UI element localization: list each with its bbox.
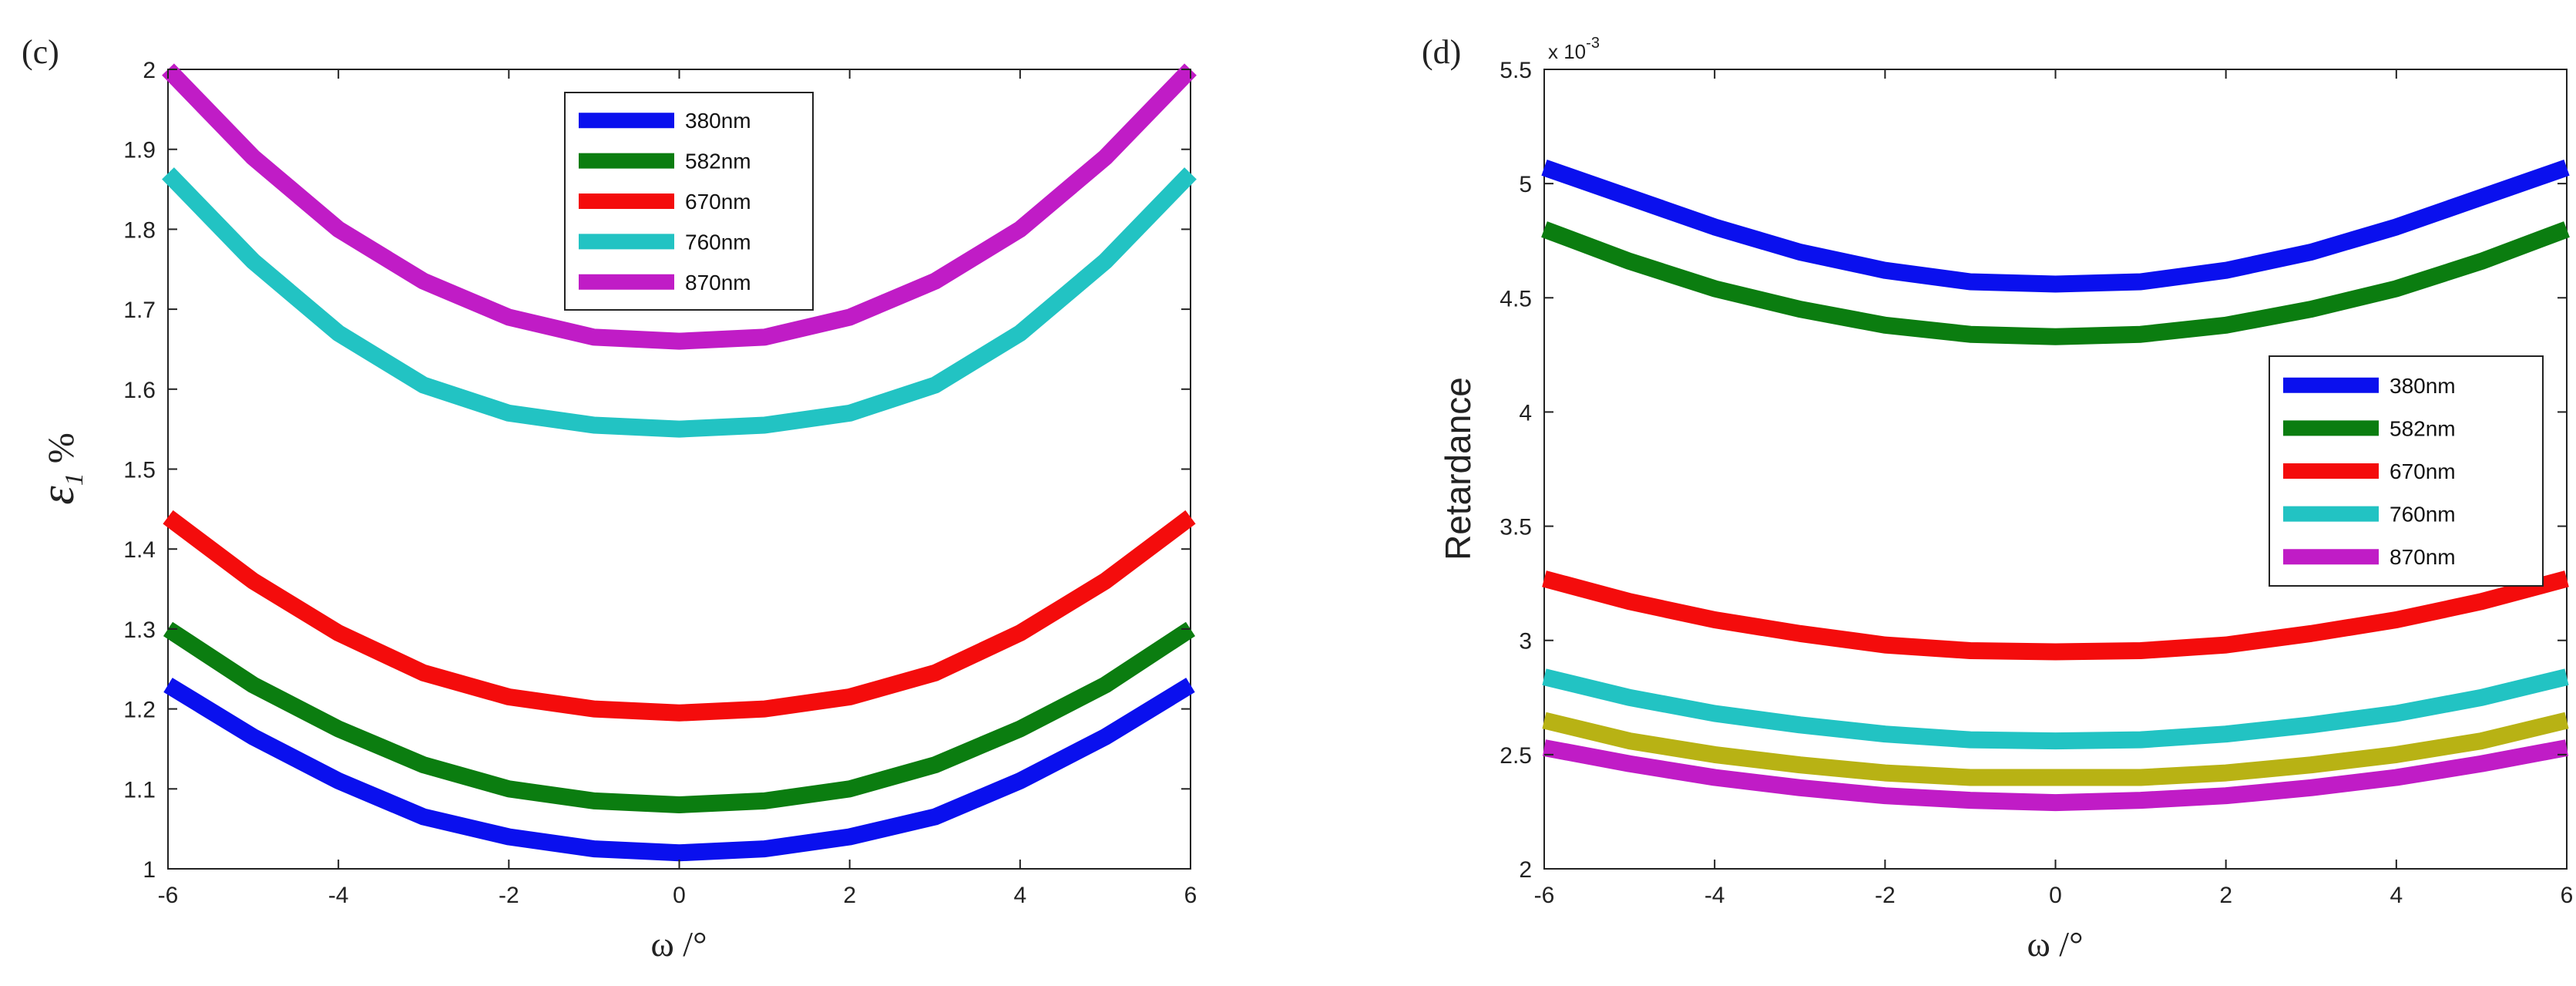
series-line-870nm [1542,739,2569,812]
legend-label-670nm: 670nm [685,190,751,214]
legend-label-380nm: 380nm [2390,374,2456,398]
y-tick-label: 1.9 [123,138,156,163]
legend-label-582nm: 582nm [685,150,751,173]
x-tick-label: 0 [2049,883,2062,908]
series-line-870nm [162,63,1197,350]
legend: 380nm 582nm 670nm 760nm 870nm [564,92,814,311]
x-tick-label: -4 [328,883,349,908]
series-line-582nm [1541,221,2570,345]
y-tick-label: 2 [1519,857,1532,883]
x-tick-label: 4 [1013,883,1026,908]
y-axis-multiplier: x 10-3 [1548,35,1600,63]
chart-panel-d: -6 -4 -2 0 2 4 6 2 2.5 3 3.5 4 4.5 5 5.5 (d) ω /° Retarda… [1422,33,2573,964]
series-line-582nm [163,621,1196,813]
y-tick-label: 2.5 [1500,743,1532,769]
y-tick-label: 1.5 [123,458,156,483]
series-line-760nm [1542,668,2569,750]
y-tick-label: 5 [1519,172,1532,197]
x-axis-label: ω /° [651,924,707,964]
y-tick-label: 1.6 [123,378,156,403]
x-tick-label: -6 [1534,883,1555,908]
series-line-380nm [1541,160,2570,293]
y-tick-label: 4.5 [1500,286,1532,311]
x-tick-label: -2 [1875,883,1896,908]
y-tick-label: 4 [1519,400,1532,426]
series-line-670nm [163,510,1196,722]
series-line-760nm [162,167,1197,438]
panel-label: (d) [1422,33,1461,71]
x-tick-label: 6 [2561,883,2574,908]
y-tick-label: 1.4 [123,537,156,563]
series-line-unlabeled-5 [1542,712,2569,786]
legend-label-670nm: 670nm [2390,459,2456,483]
x-tick-label: -2 [499,883,519,908]
series-line-380nm [163,678,1195,862]
x-tick-label: -6 [158,883,179,908]
legend-label-380nm: 380nm [685,109,751,133]
legend-label-760nm: 760nm [685,230,751,254]
x-axis-label: ω /° [2027,924,2084,964]
x-tick-label: 2 [2219,883,2232,908]
x-tick-label: -4 [1704,883,1725,908]
y-tick-label: 1 [143,857,156,883]
legend-label-870nm: 870nm [2390,545,2456,569]
y-tick-label: 1.8 [123,217,156,243]
y-tick-label: 1.3 [123,618,156,643]
y-tick-label: 3 [1519,629,1532,655]
y-tick-label: 1.1 [123,777,156,803]
series-line-670nm [1542,570,2569,661]
y-tick-label: 1.7 [123,298,156,323]
chart-panel-c: -6 -4 -2 0 2 4 6 1 1.1 1.2 1.3 1.4 1.5 1.6 1.7 1.8 1.9 2 (… [22,33,1197,964]
y-axis-label: ε1 % [32,432,89,504]
panel-label: (c) [22,33,59,71]
x-tick-label: 2 [843,883,856,908]
legend-label-760nm: 760nm [2390,503,2456,527]
legend-label-582nm: 582nm [2390,416,2456,440]
legend: 380nm 582nm 670nm 760nm 870nm [2269,355,2544,587]
y-axis-label: Retardance [1438,377,1478,560]
legend-label-870nm: 870nm [685,271,751,294]
y-tick-label: 1.2 [123,698,156,723]
x-tick-label: 6 [1184,883,1197,908]
y-tick-label: 2 [143,58,156,83]
y-tick-label: 3.5 [1500,515,1532,540]
x-tick-label: 4 [2390,883,2403,908]
y-tick-label: 5.5 [1500,58,1532,83]
x-tick-label: 0 [673,883,686,908]
